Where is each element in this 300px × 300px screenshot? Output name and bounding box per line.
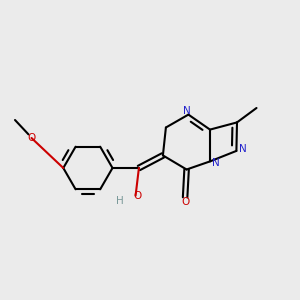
Text: H: H <box>116 196 124 206</box>
Text: N: N <box>238 144 246 154</box>
Text: N: N <box>212 158 219 168</box>
Text: O: O <box>133 191 141 201</box>
Text: O: O <box>181 196 189 207</box>
Text: N: N <box>183 106 191 116</box>
Text: O: O <box>27 133 36 143</box>
